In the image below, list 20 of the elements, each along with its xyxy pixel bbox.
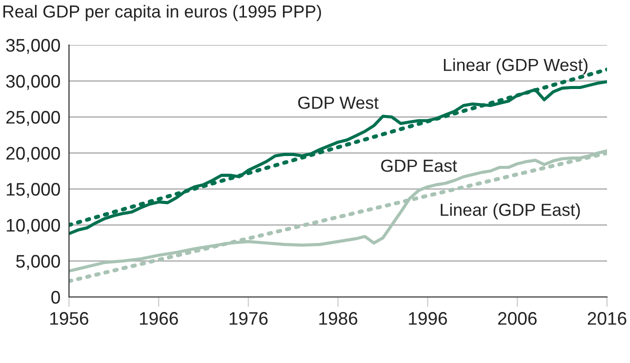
y-tick-label: 0	[51, 290, 60, 304]
x-tick-label: 2006	[498, 312, 537, 325]
x-tick-label: 1996	[408, 312, 447, 325]
y-tick-label: 15,000	[6, 182, 60, 198]
series-label: GDP East	[381, 160, 458, 172]
x-tick-label: 1986	[319, 312, 358, 325]
x-tick-label: 1966	[140, 312, 178, 325]
y-tick-label: 35,000	[6, 38, 60, 54]
y-tick-label: 10,000	[6, 218, 60, 234]
y-tick-label: 30,000	[6, 74, 60, 90]
y-tick-label: 20,000	[6, 146, 60, 162]
x-tick-label: 1956	[50, 312, 88, 325]
y-tick-label: 25,000	[6, 110, 60, 126]
chart-title: Real GDP per capita in euros (1995 PPP)	[3, 4, 321, 22]
series-label: GDP West	[298, 96, 379, 109]
series-label: Linear (GDP East)	[440, 203, 580, 220]
x-tick-label: 1976	[230, 312, 268, 325]
x-tick-label: 2016	[588, 312, 626, 325]
series-label: Linear (GDP West)	[444, 58, 588, 75]
y-tick-label: 5,000	[16, 254, 60, 270]
